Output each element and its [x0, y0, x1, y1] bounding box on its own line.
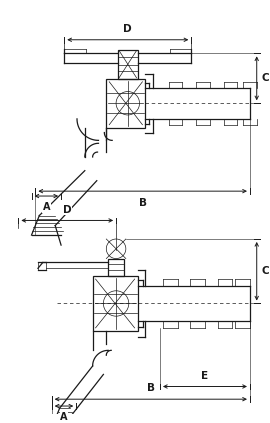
Bar [118, 49, 137, 79]
Bar [108, 258, 124, 276]
Text: B: B [147, 383, 155, 393]
Text: C: C [262, 266, 269, 276]
Text: B: B [139, 198, 147, 208]
Bar [106, 79, 145, 128]
Bar [93, 276, 137, 331]
Text: D: D [123, 24, 132, 34]
Text: A: A [43, 202, 50, 212]
Text: E: E [201, 371, 208, 381]
Text: A: A [60, 412, 68, 422]
Text: D: D [63, 205, 72, 214]
Text: C: C [262, 73, 269, 83]
Bar [38, 262, 46, 270]
